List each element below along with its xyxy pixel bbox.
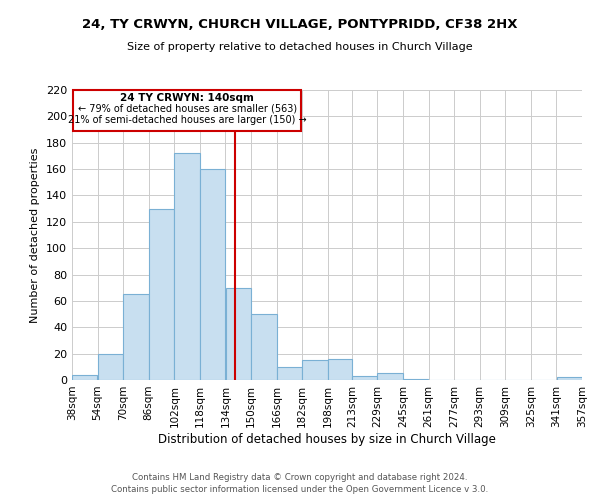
Bar bbox=[403, 378, 428, 380]
Bar bbox=[557, 378, 582, 380]
FancyBboxPatch shape bbox=[73, 90, 301, 131]
Bar bbox=[377, 374, 403, 380]
Y-axis label: Number of detached properties: Number of detached properties bbox=[31, 148, 40, 322]
Text: Size of property relative to detached houses in Church Village: Size of property relative to detached ho… bbox=[127, 42, 473, 52]
Text: 24 TY CRWYN: 140sqm: 24 TY CRWYN: 140sqm bbox=[120, 92, 254, 102]
Text: Contains public sector information licensed under the Open Government Licence v : Contains public sector information licen… bbox=[112, 485, 488, 494]
Bar bbox=[251, 314, 277, 380]
Bar bbox=[72, 374, 97, 380]
Bar bbox=[302, 360, 328, 380]
Bar bbox=[328, 359, 352, 380]
Text: Contains HM Land Registry data © Crown copyright and database right 2024.: Contains HM Land Registry data © Crown c… bbox=[132, 472, 468, 482]
Text: ← 79% of detached houses are smaller (563): ← 79% of detached houses are smaller (56… bbox=[77, 103, 296, 113]
X-axis label: Distribution of detached houses by size in Church Village: Distribution of detached houses by size … bbox=[158, 432, 496, 446]
Text: 24, TY CRWYN, CHURCH VILLAGE, PONTYPRIDD, CF38 2HX: 24, TY CRWYN, CHURCH VILLAGE, PONTYPRIDD… bbox=[82, 18, 518, 30]
Bar bbox=[149, 208, 174, 380]
Text: 21% of semi-detached houses are larger (150) →: 21% of semi-detached houses are larger (… bbox=[68, 115, 307, 125]
Bar bbox=[123, 294, 149, 380]
Bar bbox=[98, 354, 123, 380]
Bar bbox=[352, 376, 377, 380]
Bar bbox=[226, 288, 251, 380]
Bar bbox=[277, 367, 302, 380]
Bar bbox=[200, 169, 226, 380]
Bar bbox=[175, 154, 200, 380]
